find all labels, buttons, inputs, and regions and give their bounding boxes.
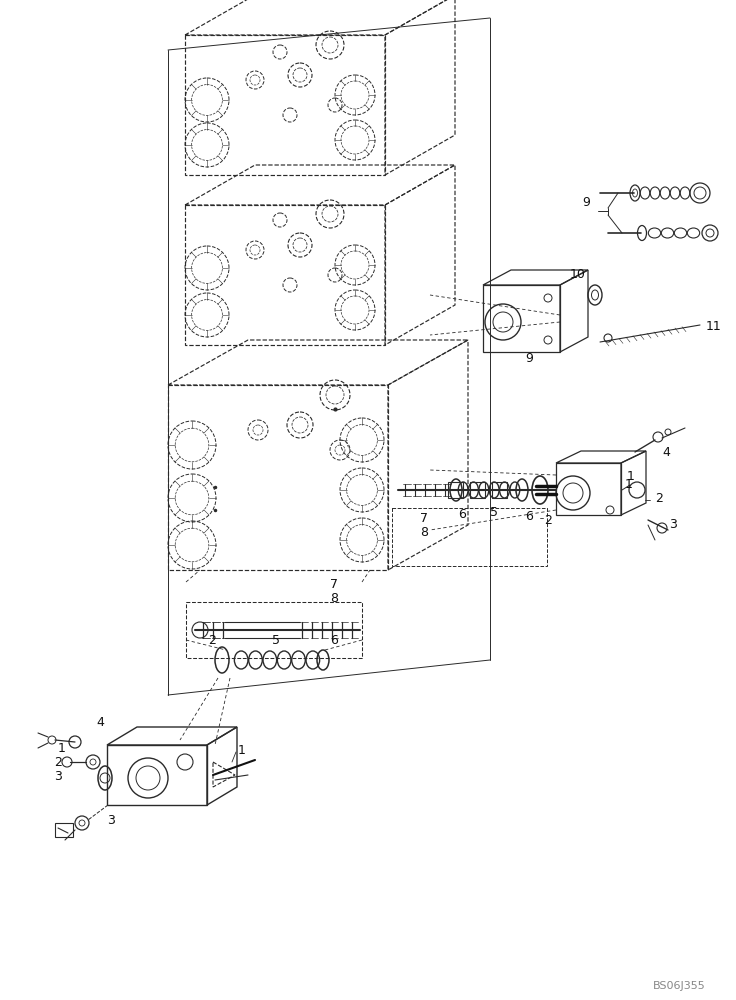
Bar (186, 602, 362, 658)
Text: 1: 1 (625, 479, 633, 491)
Bar (392, 508, 547, 566)
Text: 3: 3 (54, 770, 62, 782)
Text: 1: 1 (238, 744, 246, 756)
Text: 5: 5 (490, 506, 498, 518)
Text: 9: 9 (525, 352, 533, 364)
Bar (470, 482, 485, 498)
Text: 3: 3 (669, 518, 677, 530)
Text: 11: 11 (706, 320, 722, 332)
Bar (55, 823, 73, 837)
Text: 2: 2 (54, 756, 62, 768)
Text: 2: 2 (208, 634, 216, 647)
Text: 4: 4 (96, 716, 104, 730)
Text: 9: 9 (582, 196, 590, 210)
Text: 6: 6 (330, 634, 338, 647)
Text: 8: 8 (420, 526, 428, 538)
Bar (448, 482, 463, 498)
Text: 7: 7 (330, 578, 338, 591)
Text: 4: 4 (662, 446, 670, 460)
Text: 5: 5 (272, 634, 280, 647)
Text: BS06J355: BS06J355 (654, 981, 706, 991)
Text: 7: 7 (420, 512, 428, 524)
Text: 2: 2 (655, 491, 663, 504)
Text: 6: 6 (458, 508, 466, 520)
Text: 1: 1 (627, 471, 635, 484)
Bar (492, 482, 507, 498)
Text: 2: 2 (544, 514, 552, 528)
Text: 3: 3 (107, 814, 115, 826)
Text: 10: 10 (570, 268, 586, 282)
Text: 6: 6 (525, 510, 533, 522)
Text: 8: 8 (330, 591, 338, 604)
Text: 1: 1 (58, 742, 66, 754)
